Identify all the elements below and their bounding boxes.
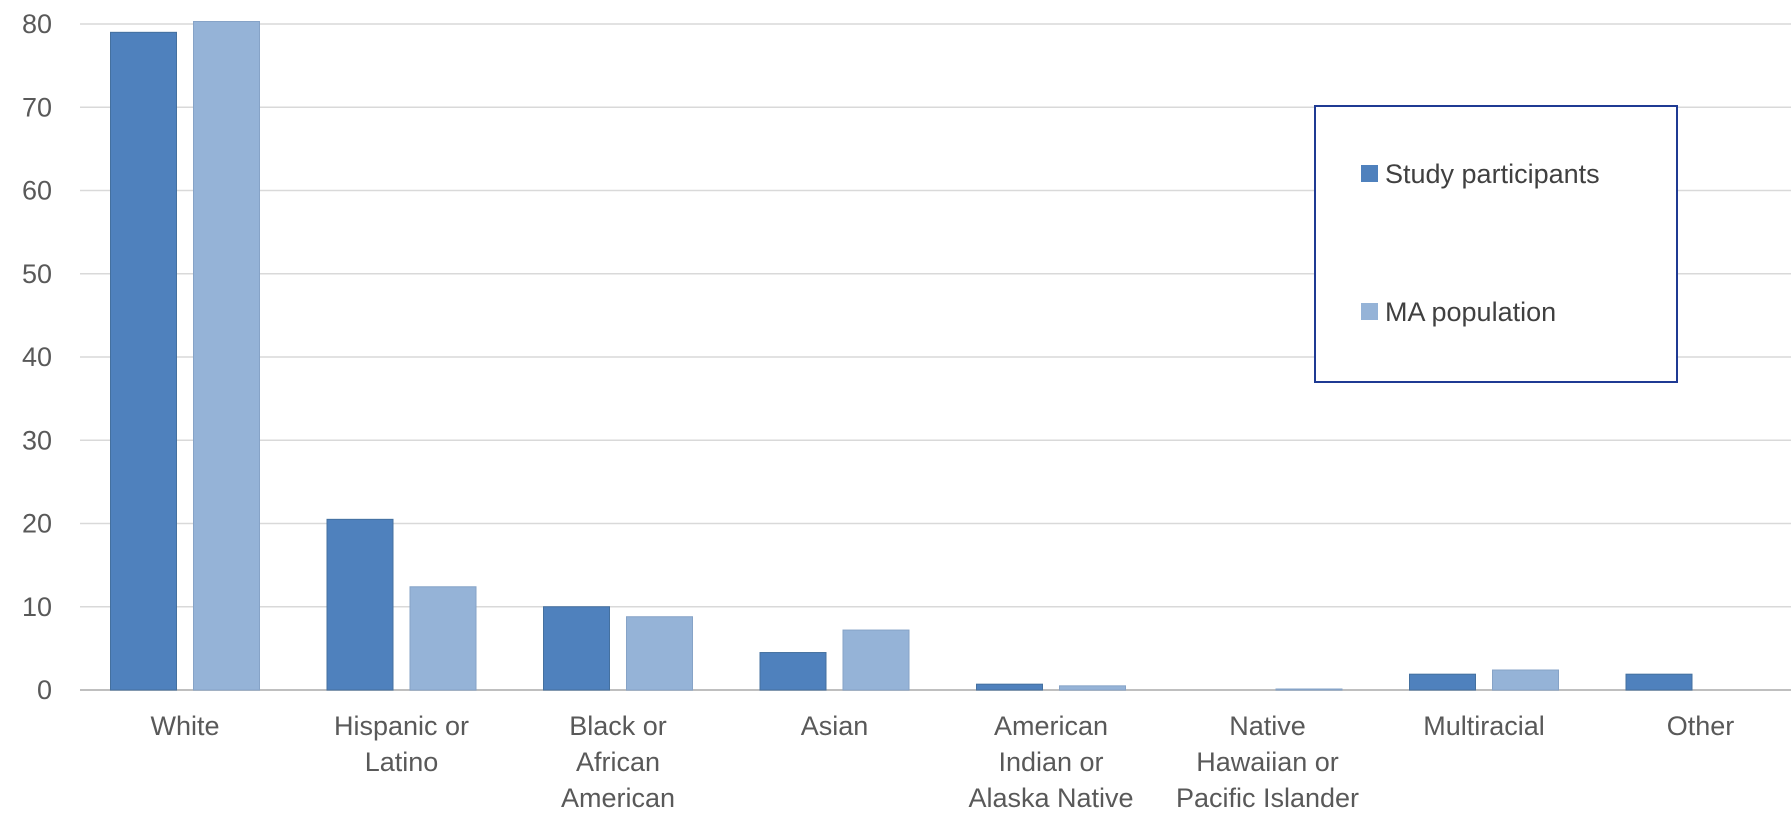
bar-ma-population — [1059, 685, 1126, 691]
x-category-label: Asian — [801, 711, 869, 741]
bar-study-participants — [326, 518, 394, 691]
bar-study-participants — [759, 652, 827, 691]
bar-ma-population — [193, 21, 260, 691]
bar-ma-population — [409, 586, 477, 691]
legend-label: MA population — [1385, 297, 1556, 327]
y-tick-label: 60 — [22, 176, 52, 206]
bar-study-participants — [976, 683, 1043, 691]
bar-ma-population — [1275, 688, 1343, 691]
y-tick-label: 50 — [22, 259, 52, 289]
legend: Study participants MA population — [1314, 105, 1678, 383]
x-category-label: Hispanic or Latino — [334, 711, 469, 777]
bar-ma-population — [1492, 669, 1559, 691]
bar-ma-population — [842, 629, 910, 691]
y-tick-label: 20 — [22, 509, 52, 539]
y-tick-label: 10 — [22, 592, 52, 622]
legend-swatch — [1361, 303, 1378, 320]
y-tick-label: 80 — [22, 9, 52, 39]
y-tick-label: 0 — [37, 675, 52, 705]
legend-label: Study participants — [1385, 159, 1600, 189]
x-category-label: White — [150, 711, 219, 741]
x-category-label: Black or African American — [561, 711, 675, 813]
x-category-label: Native Hawaiian or Pacific Islander — [1176, 711, 1359, 813]
y-tick-label: 70 — [22, 92, 52, 122]
bar-ma-population — [626, 616, 693, 691]
bar-study-participants — [543, 606, 610, 691]
legend-swatch — [1361, 165, 1378, 182]
bars — [110, 21, 1693, 691]
x-category-label: Multiracial — [1423, 711, 1545, 741]
y-tick-label: 30 — [22, 425, 52, 455]
bar-study-participants — [1625, 673, 1693, 691]
bar-study-participants — [110, 31, 177, 691]
y-axis-tick-labels: 0 10 20 30 40 50 60 70 80 — [22, 9, 52, 705]
y-tick-label: 40 — [22, 342, 52, 372]
x-category-label: Other — [1667, 711, 1735, 741]
x-category-label: American Indian or Alaska Native — [968, 711, 1133, 813]
legend-box — [1314, 105, 1678, 383]
bar-study-participants — [1409, 673, 1476, 691]
x-axis-category-labels: White Hispanic or Latino Black or African Ame… — [150, 711, 1734, 813]
